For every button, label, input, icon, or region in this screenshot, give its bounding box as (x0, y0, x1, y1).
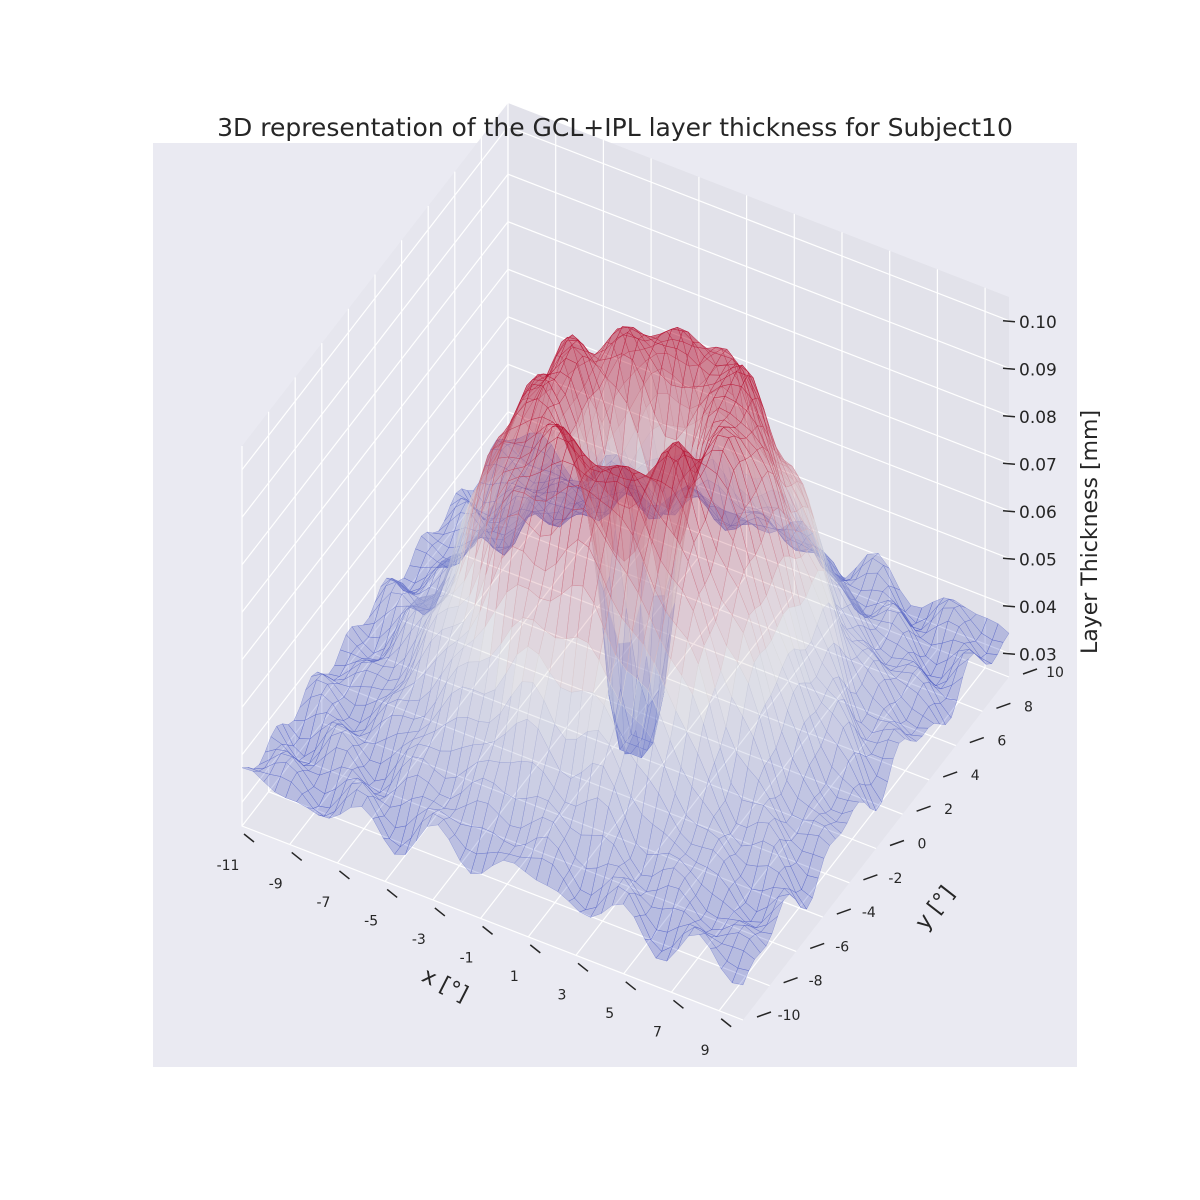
y-tick-label: 10 (1046, 665, 1064, 681)
x-tick-mark (529, 944, 541, 954)
z-tick-label: 0.07 (1019, 455, 1057, 475)
y-tick-mark (916, 805, 931, 812)
gridline-z (241, 316, 1010, 661)
x-tick-mark (338, 870, 350, 880)
axis-ticks: -11-9-7-5-3-113579-10-8-6-4-202468100.03… (217, 313, 1064, 1059)
z-tick-label: 0.04 (1019, 598, 1057, 618)
y-tick-mark (969, 736, 985, 744)
x-tick-label: -11 (217, 858, 240, 874)
y-tick-label: 4 (971, 768, 980, 784)
x-tick-label: 1 (510, 969, 519, 985)
z-tick-label: 0.03 (1019, 645, 1057, 665)
x-tick-mark (243, 833, 255, 843)
y-tick-mark (996, 702, 1011, 710)
y-tick-label: 8 (1024, 699, 1033, 715)
z-tick-label: 0.08 (1019, 408, 1057, 428)
z-tick-mark (1002, 462, 1016, 465)
x-tick-label: -9 (269, 876, 283, 892)
y-tick-label: -10 (778, 1008, 801, 1024)
x-tick-mark (482, 925, 494, 935)
y-tick-mark (756, 1011, 772, 1018)
x-tick-label: -5 (364, 913, 378, 929)
x-tick-mark (577, 962, 589, 972)
x-tick-label: 5 (605, 1006, 614, 1022)
gridline-z (241, 411, 1010, 756)
chart-title: 3D representation of the GCL+IPL layer t… (217, 113, 1013, 142)
gridline-z (241, 220, 1010, 566)
y-tick-mark (836, 908, 852, 915)
gridline-y (241, 446, 744, 1021)
x-tick-label: -7 (316, 895, 330, 911)
surface-mesh (241, 326, 1010, 986)
x-tick-mark (625, 981, 637, 991)
gridline-z (241, 125, 1010, 471)
x-tick-label: -1 (460, 950, 474, 966)
gridline-y (268, 411, 770, 987)
x-tick-mark (386, 888, 398, 899)
z-tick-mark (1002, 415, 1016, 418)
z-tick-mark (1002, 367, 1016, 370)
gridline-z (241, 173, 1010, 518)
gridline-z (241, 363, 1010, 708)
x-tick-label: 3 (558, 987, 567, 1003)
y-tick-mark (863, 874, 878, 881)
x-tick-label: -3 (412, 932, 426, 948)
gridline-y (321, 343, 824, 918)
gridline-y (294, 377, 797, 952)
gridline-y (347, 308, 850, 884)
z-tick-label: 0.06 (1019, 503, 1057, 523)
back-wall-pane (508, 103, 1009, 677)
x-tick-mark (434, 907, 446, 917)
surface-facet (731, 967, 750, 986)
y-tick-label: 2 (944, 802, 953, 818)
gridline-y (401, 240, 903, 815)
y-tick-mark (1022, 668, 1038, 675)
gridline-z (241, 268, 1010, 613)
x-tick-label: 9 (701, 1043, 710, 1059)
x-tick-label: 7 (653, 1024, 662, 1040)
z-tick-label: 0.09 (1019, 360, 1057, 380)
y-tick-label: 0 (918, 837, 927, 853)
y-tick-mark (942, 771, 958, 778)
y-tick-mark (783, 976, 798, 984)
z-axis-label: Layer Thickness [mm] (1078, 410, 1103, 654)
z-tick-label: 0.10 (1019, 313, 1057, 333)
gridline-y (374, 274, 877, 850)
z-tick-label: 0.05 (1019, 550, 1057, 570)
z-tick-mark (1002, 652, 1016, 655)
y-tick-label: -2 (888, 871, 902, 887)
y-tick-label: -6 (835, 939, 849, 955)
x-tick-mark (291, 851, 303, 862)
y-tick-label: 6 (997, 734, 1006, 750)
z-tick-mark (1002, 557, 1016, 560)
x-tick-mark (672, 999, 684, 1009)
y-tick-mark (889, 839, 905, 847)
z-tick-mark (1002, 510, 1016, 513)
z-tick-mark (1002, 320, 1016, 323)
x-tick-mark (720, 1018, 732, 1028)
z-tick-mark (1002, 605, 1016, 608)
y-tick-label: -4 (862, 905, 876, 921)
y-tick-mark (809, 942, 825, 950)
gridline-y (427, 205, 930, 781)
y-tick-label: -8 (809, 974, 823, 990)
